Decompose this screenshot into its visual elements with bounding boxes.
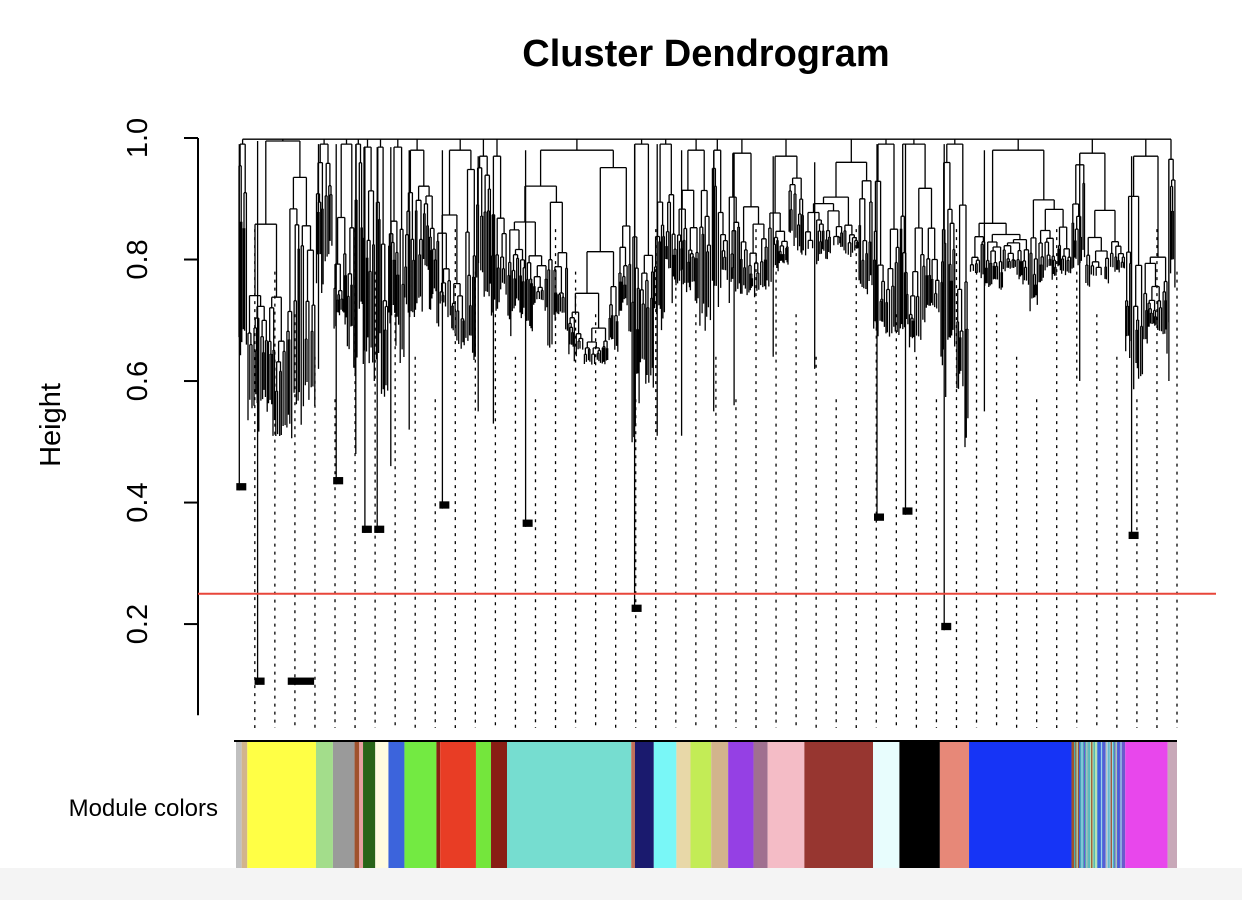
- module-color-segment: [359, 741, 364, 874]
- y-axis: 0.2 0.4 0.6 0.8 1.0: [122, 118, 199, 716]
- module-color-stripe: [1093, 741, 1095, 874]
- module-color-stripe: [1105, 741, 1108, 874]
- leaf-block: [439, 501, 450, 509]
- leaf-block: [941, 622, 952, 631]
- module-color-segment: [436, 741, 441, 874]
- module-color-bar: [234, 740, 1177, 875]
- leaf-guides: [254, 229, 1178, 728]
- module-color-segment: [653, 741, 677, 874]
- y-tick-label: 0.6: [122, 361, 154, 401]
- module-color-stripe: [1088, 741, 1090, 874]
- module-color-stripe: [1113, 741, 1115, 874]
- module-color-segment: [236, 741, 242, 874]
- y-tick-label: 0.8: [122, 239, 154, 279]
- module-color-segment: [767, 741, 805, 874]
- module-color-stripe: [1103, 741, 1105, 874]
- y-tick-label: 0.4: [122, 482, 154, 522]
- module-color-stripe: [1074, 741, 1076, 874]
- module-color-stripe: [1095, 741, 1098, 874]
- module-color-stripe: [1117, 741, 1120, 874]
- module-color-stripe: [1078, 741, 1081, 874]
- module-color-segment: [939, 741, 970, 874]
- module-color-segment: [241, 741, 248, 874]
- module-color-stripe: [1122, 741, 1125, 874]
- module-color-stripe: [1098, 741, 1100, 874]
- module-color-segment: [634, 741, 654, 874]
- module-color-stripe: [1100, 741, 1103, 874]
- module-color-stripe: [1091, 741, 1093, 874]
- module-color-segment: [711, 741, 729, 874]
- leaf-block: [333, 477, 344, 485]
- leaf-block: [254, 677, 265, 685]
- leaf-block: [631, 604, 642, 612]
- module-color-segment: [1125, 741, 1168, 874]
- module-color-segment: [1113, 741, 1126, 874]
- module-color-segment: [375, 741, 389, 874]
- module-colors-label: Module colors: [69, 795, 218, 822]
- leaf-block: [361, 525, 372, 533]
- module-color-segment: [1071, 741, 1081, 874]
- module-color-stripe: [1115, 741, 1117, 874]
- module-color-stripe: [1081, 741, 1083, 874]
- module-color-segment: [1105, 741, 1114, 874]
- module-color-segment: [315, 741, 333, 874]
- module-color-segment: [728, 741, 754, 874]
- module-color-segment: [332, 741, 355, 874]
- y-tick-label: 1.0: [122, 118, 154, 158]
- module-color-stripe: [1076, 741, 1078, 874]
- chart-title: Cluster Dendrogram: [522, 33, 889, 75]
- leaf-block: [236, 483, 247, 491]
- module-color-segment: [507, 741, 632, 874]
- module-color-segment: [354, 741, 360, 874]
- module-color-segment: [388, 741, 405, 874]
- module-color-stripe: [1110, 741, 1112, 874]
- module-color-stripe: [1071, 741, 1073, 874]
- module-color-segment: [804, 741, 874, 874]
- module-color-segment: [873, 741, 900, 874]
- module-color-segment: [676, 741, 691, 874]
- module-color-segment: [404, 741, 437, 874]
- leaf-block: [902, 507, 913, 515]
- module-color-stripe: [1083, 741, 1086, 874]
- leaf-block: [522, 519, 533, 527]
- module-color-segment: [1088, 741, 1098, 874]
- bottom-strip: [0, 868, 1242, 900]
- leaf-block: [374, 525, 385, 533]
- module-color-segment: [969, 741, 1072, 874]
- module-color-stripe: [1086, 741, 1088, 874]
- leaf-block: [874, 513, 885, 521]
- module-color-segment: [491, 741, 508, 874]
- y-axis-label: Height: [35, 383, 67, 467]
- y-tick-label: 0.2: [122, 604, 154, 644]
- module-color-segment: [899, 741, 940, 874]
- module-color-segment: [247, 741, 316, 874]
- module-color-segment: [363, 741, 376, 874]
- module-color-stripe: [1120, 741, 1122, 874]
- module-color-segment: [631, 741, 635, 874]
- leaf-block: [287, 677, 315, 685]
- module-color-segment: [753, 741, 768, 874]
- module-color-segment: [690, 741, 712, 874]
- leaf-block: [1128, 531, 1139, 540]
- module-color-stripe: [1108, 741, 1110, 874]
- module-color-segment: [440, 741, 476, 874]
- module-color-segment: [475, 741, 492, 874]
- module-color-segment: [1167, 741, 1177, 874]
